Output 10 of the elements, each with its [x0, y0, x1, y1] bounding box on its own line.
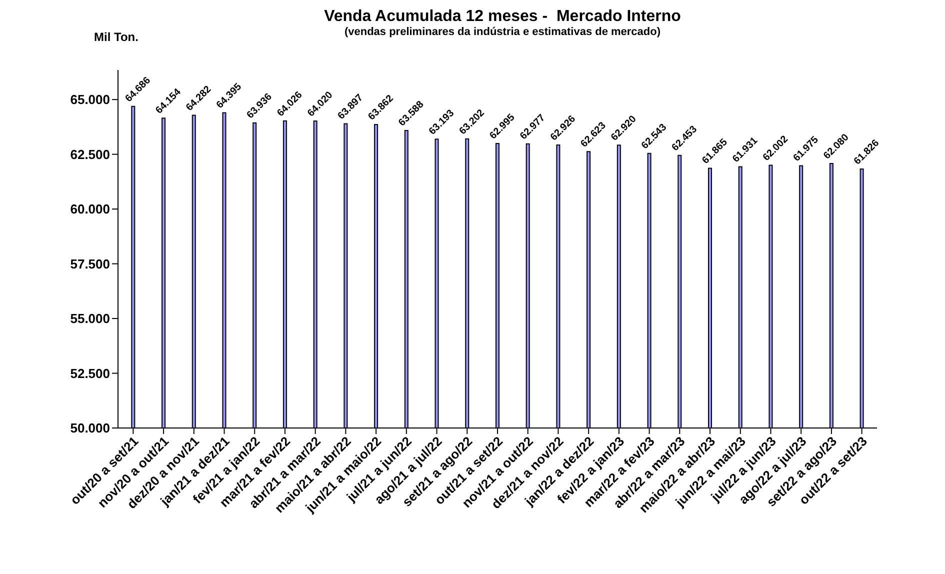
y-axis-title: Mil Ton.	[94, 30, 138, 44]
y-tick-label: 60.000	[70, 202, 110, 217]
chart-title: Venda Acumulada 12 meses - Mercado Interno	[323, 8, 682, 26]
y-tick-label: 57.500	[70, 256, 110, 272]
y-tick-label: 52.500	[70, 366, 110, 381]
y-tick-label: 62.500	[70, 146, 110, 162]
chart-subtitle: (vendas preliminares da indústria e estimativas de mercado)	[344, 26, 661, 38]
y-tick-label: 65.000	[70, 92, 110, 108]
y-tick-label: 50.000	[70, 420, 110, 436]
y-tick-label: 55.000	[70, 311, 110, 326]
